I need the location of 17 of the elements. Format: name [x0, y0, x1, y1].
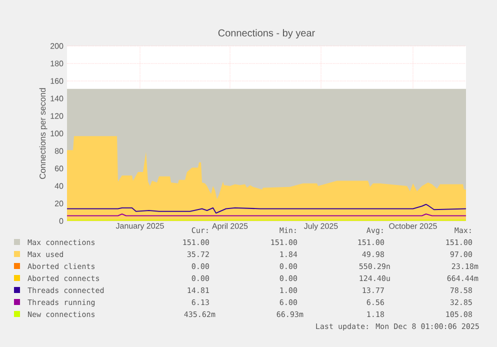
- y-tick-label: 200: [50, 43, 64, 49]
- y-tick-label: 140: [50, 96, 64, 102]
- y-tick-label: 120: [50, 113, 64, 119]
- x-tick-label: October 2025: [389, 223, 437, 229]
- y-tick-label: 40: [54, 183, 64, 189]
- y-tick-label: 0: [59, 218, 64, 224]
- y-tick-label: 60: [54, 166, 64, 172]
- chart-title: Connections - by year: [218, 29, 315, 38]
- y-tick-label: 180: [50, 60, 64, 66]
- y-tick-label: 20: [54, 200, 64, 206]
- x-tick-label: July 2025: [304, 223, 338, 230]
- y-tick-label: 80: [54, 148, 64, 154]
- y-axis-title: Connections per second: [39, 88, 48, 179]
- x-tick-label: April 2025: [212, 223, 248, 230]
- y-tick-label: 160: [50, 78, 64, 84]
- y-tick-label: 100: [50, 130, 64, 136]
- x-tick-label: January 2025: [116, 223, 164, 230]
